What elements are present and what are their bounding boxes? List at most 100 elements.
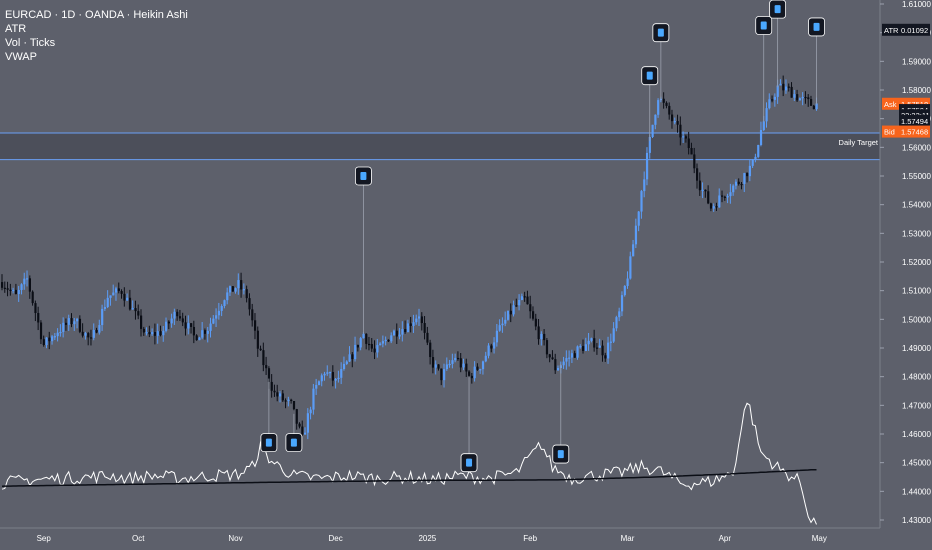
candle bbox=[746, 173, 749, 177]
y-tick-label: 1.52000 bbox=[902, 258, 931, 267]
candle bbox=[142, 328, 145, 333]
candle bbox=[684, 136, 688, 139]
x-tick-label: Sep bbox=[37, 534, 52, 543]
candle bbox=[582, 346, 585, 351]
candle bbox=[92, 329, 95, 338]
candle bbox=[562, 361, 565, 366]
marker-dot bbox=[774, 5, 781, 14]
indicator-vwap[interactable]: VWAP bbox=[5, 51, 37, 63]
candle bbox=[367, 343, 371, 346]
marker-dot bbox=[646, 71, 653, 80]
candle bbox=[242, 289, 246, 291]
candle bbox=[279, 393, 282, 397]
marker-dot bbox=[466, 458, 473, 467]
candle bbox=[573, 353, 576, 358]
candle bbox=[712, 206, 715, 209]
candle bbox=[323, 373, 326, 376]
candle bbox=[292, 401, 296, 410]
candle bbox=[81, 331, 84, 336]
indicator-volume[interactable]: Vol · Ticks bbox=[5, 37, 56, 49]
candle bbox=[531, 311, 535, 319]
candle bbox=[520, 296, 524, 300]
candle bbox=[315, 384, 318, 389]
candle bbox=[690, 148, 693, 155]
candle bbox=[362, 333, 365, 339]
candle bbox=[89, 337, 93, 339]
candle bbox=[128, 297, 132, 310]
y-tick-label: 1.43000 bbox=[902, 516, 931, 525]
x-tick-label: Oct bbox=[132, 534, 145, 543]
candle bbox=[640, 191, 643, 212]
candle bbox=[3, 287, 6, 289]
candle bbox=[345, 361, 348, 364]
candle bbox=[39, 322, 43, 340]
candle bbox=[215, 315, 218, 319]
ask-label-name-box bbox=[882, 97, 899, 110]
candle bbox=[273, 390, 276, 393]
candle bbox=[56, 332, 59, 337]
candle bbox=[34, 303, 37, 313]
candle bbox=[98, 325, 101, 333]
candle bbox=[590, 338, 593, 341]
candle bbox=[709, 203, 713, 209]
y-tick-label: 1.45000 bbox=[902, 459, 931, 468]
atr-label-name-box bbox=[882, 23, 899, 36]
candle bbox=[673, 121, 676, 123]
candle bbox=[740, 183, 743, 186]
candle bbox=[42, 339, 45, 346]
candle bbox=[140, 315, 143, 329]
candle bbox=[587, 340, 590, 345]
candle bbox=[479, 369, 482, 371]
candle bbox=[206, 330, 209, 334]
candle bbox=[798, 98, 802, 101]
candle bbox=[737, 181, 740, 184]
candle bbox=[540, 333, 543, 340]
candle bbox=[406, 323, 410, 333]
x-tick-label: May bbox=[812, 534, 827, 543]
zone-fill bbox=[0, 133, 880, 160]
x-tick-label: Dec bbox=[328, 534, 342, 543]
candle bbox=[459, 358, 462, 368]
candle bbox=[676, 121, 679, 125]
indicator-atr[interactable]: ATR bbox=[5, 23, 27, 35]
candle bbox=[501, 323, 504, 326]
marker-dot bbox=[813, 22, 820, 31]
candle bbox=[498, 325, 501, 331]
candle bbox=[220, 305, 223, 311]
candle bbox=[237, 280, 240, 289]
bid-label: Bid 1.57468 bbox=[882, 125, 930, 138]
candle bbox=[570, 353, 574, 358]
symbol-line[interactable]: EURCAD · 1D · OANDA · Heikin Ashi bbox=[5, 9, 188, 21]
candle bbox=[632, 244, 635, 257]
candle bbox=[212, 318, 215, 324]
candle bbox=[615, 317, 618, 329]
candle bbox=[598, 345, 601, 348]
candle bbox=[537, 326, 540, 340]
candle bbox=[543, 333, 546, 341]
candles bbox=[1, 83, 818, 435]
candle bbox=[476, 366, 479, 370]
candle bbox=[809, 99, 813, 106]
candle bbox=[465, 363, 468, 372]
candle bbox=[651, 124, 654, 137]
candle bbox=[37, 312, 40, 323]
candle bbox=[365, 333, 368, 344]
candle bbox=[445, 364, 448, 370]
candle bbox=[462, 363, 465, 368]
candle bbox=[490, 345, 493, 349]
candle bbox=[620, 295, 624, 312]
candle bbox=[404, 329, 407, 333]
candle bbox=[743, 173, 746, 184]
candle bbox=[256, 330, 259, 349]
candle bbox=[751, 159, 754, 166]
bid-label-value: 1.57468 bbox=[901, 128, 928, 137]
candle bbox=[217, 310, 221, 316]
candle bbox=[568, 357, 571, 359]
candle bbox=[234, 288, 237, 292]
atr-label: ATR 0.01092 bbox=[882, 23, 930, 36]
candle bbox=[53, 336, 57, 338]
candle bbox=[354, 344, 357, 360]
x-tick-label: 2025 bbox=[418, 534, 436, 543]
candle bbox=[59, 331, 62, 334]
